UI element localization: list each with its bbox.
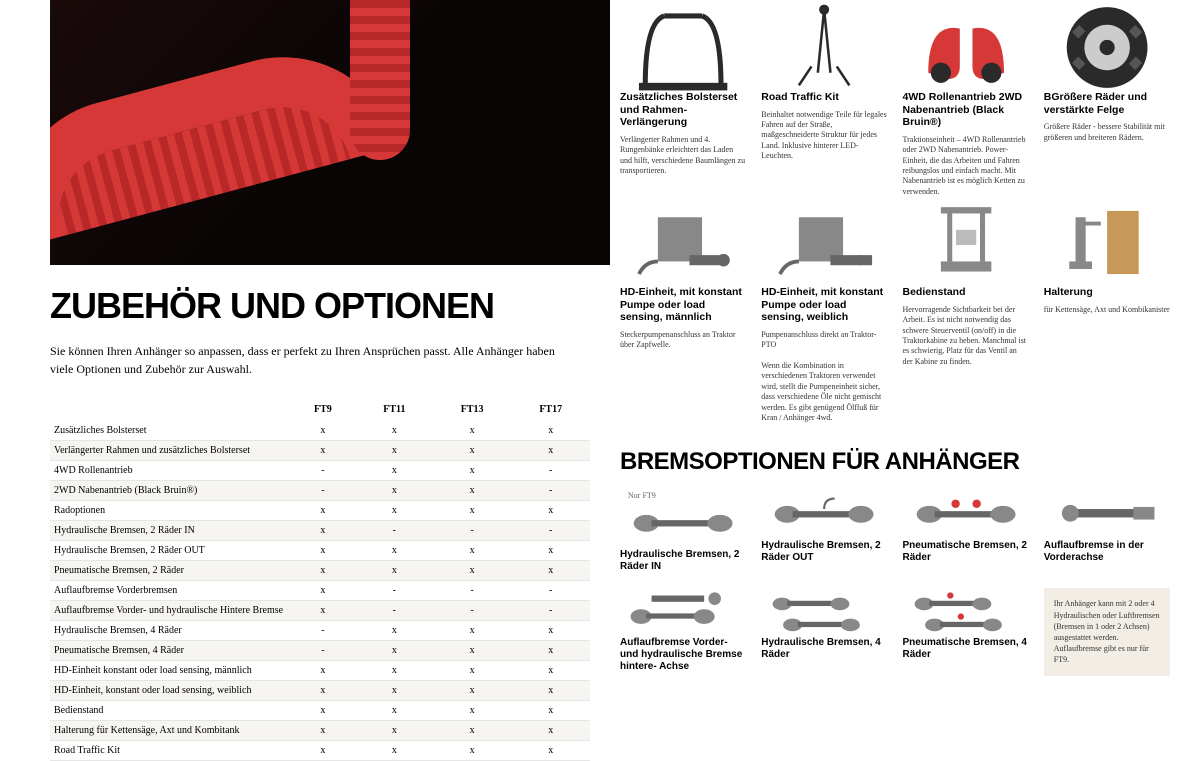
brake-card: Hydraulische Bremsen, 2 Räder OUT bbox=[761, 491, 887, 573]
brake-title: Pneumatische Bremsen, 4 Räder bbox=[903, 637, 1029, 661]
table-header: FT11 bbox=[356, 398, 433, 421]
traffic-icon bbox=[761, 10, 887, 85]
table-row: Hydraulische Bremsen, 4 Räder-xxx bbox=[50, 621, 590, 641]
accessories-grid: Zusätzliches Bolsterset und Rahmen-Verlä… bbox=[620, 10, 1170, 423]
card-desc: Traktionseinheit – 4WD Rollenantrieb ode… bbox=[903, 135, 1029, 197]
card-desc: Steckerpumpenanschluss an Traktor über Z… bbox=[620, 330, 746, 351]
table-row: Road Traffic Kitxxxx bbox=[50, 741, 590, 761]
accessory-card: HD-Einheit, mit konstant Pumpe oder load… bbox=[761, 205, 887, 423]
brake-title: Hydraulische Bremsen, 2 Räder IN bbox=[620, 549, 746, 573]
table-header: FT9 bbox=[290, 398, 356, 421]
card-desc: für Kettensäge, Axt und Kombikanister bbox=[1044, 305, 1170, 315]
brake-card: Hydraulische Bremsen, 4 Räder bbox=[761, 588, 887, 675]
table-row: HD-Einheit, konstant oder load sensing, … bbox=[50, 681, 590, 701]
card-desc: Größere Räder - bessere Stabilität mit g… bbox=[1044, 122, 1170, 143]
brake-title: Auflaufbremse Vorder- und hydraulische B… bbox=[620, 637, 746, 673]
accessory-card: Halterungfür Kettensäge, Axt und Kombika… bbox=[1044, 205, 1170, 423]
brake3-icon bbox=[903, 491, 1029, 536]
table-header: FT17 bbox=[511, 398, 590, 421]
brake-card: Auflaufbremse in der Vorderachse bbox=[1044, 491, 1170, 573]
card-desc: Verlängerter Rahmen und 4. Rungenbänke e… bbox=[620, 135, 746, 177]
card-title: HD-Einheit, mit konstant Pumpe oder load… bbox=[761, 286, 887, 324]
hd-f-icon bbox=[761, 205, 887, 280]
brakes-grid-2: Auflaufbremse Vorder- und hydraulische B… bbox=[620, 588, 1170, 675]
card-desc: Beinhaltet notwendige Teile für legales … bbox=[761, 110, 887, 162]
page-title: ZUBEHÖR UND OPTIONEN bbox=[50, 285, 600, 327]
brake6-icon bbox=[761, 588, 887, 633]
table-row: Auflaufbremse Vorder- und hydraulische H… bbox=[50, 601, 590, 621]
table-row: Pneumatische Bremsen, 4 Räder-xxx bbox=[50, 641, 590, 661]
card-title: HD-Einheit, mit konstant Pumpe oder load… bbox=[620, 286, 746, 324]
brake-card: Nur FT9Hydraulische Bremsen, 2 Räder IN bbox=[620, 491, 746, 573]
brake-title: Hydraulische Bremsen, 4 Räder bbox=[761, 637, 887, 661]
table-row: Halterung für Kettensäge, Axt und Kombit… bbox=[50, 721, 590, 741]
brakes-grid-1: Nur FT9Hydraulische Bremsen, 2 Räder INH… bbox=[620, 491, 1170, 573]
brake-title: Pneumatische Bremsen, 2 Räder bbox=[903, 540, 1029, 564]
holder-icon bbox=[1044, 205, 1170, 280]
brake-title: Hydraulische Bremsen, 2 Räder OUT bbox=[761, 540, 887, 564]
left-column: ZUBEHÖR UND OPTIONEN Sie können Ihren An… bbox=[0, 0, 600, 728]
table-row: Bedienstandxxxx bbox=[50, 701, 590, 721]
table-header: FT13 bbox=[433, 398, 512, 421]
table-row: Radoptionenxxxx bbox=[50, 501, 590, 521]
card-title: 4WD Rollenantrieb 2WD Nabenantrieb (Blac… bbox=[903, 91, 1029, 129]
table-row: Pneumatische Bremsen, 2 Räderxxxx bbox=[50, 561, 590, 581]
brake-title: Auflaufbremse in der Vorderachse bbox=[1044, 540, 1170, 564]
accessory-card: Road Traffic KitBeinhaltet notwendige Te… bbox=[761, 10, 887, 197]
brake7-icon bbox=[903, 588, 1029, 633]
4wd-icon bbox=[903, 10, 1029, 85]
intro-text: Sie können Ihren Anhänger so anpassen, d… bbox=[50, 342, 560, 378]
table-row: HD-Einheit konstant oder load sensing, m… bbox=[50, 661, 590, 681]
card-title: Zusätzliches Bolsterset und Rahmen-Verlä… bbox=[620, 91, 746, 129]
accessory-card: 4WD Rollenantrieb 2WD Nabenantrieb (Blac… bbox=[903, 10, 1029, 197]
options-table: FT9FT11FT13FT17 Zusätzliches Bolstersetx… bbox=[50, 398, 590, 761]
stand-icon bbox=[903, 205, 1029, 280]
brakes-heading: BREMSOPTIONEN FÜR ANHÄNGER bbox=[620, 448, 1170, 476]
brake-card: Auflaufbremse Vorder- und hydraulische B… bbox=[620, 588, 746, 675]
bolster-icon bbox=[620, 10, 746, 85]
accessory-card: HD-Einheit, mit konstant Pumpe oder load… bbox=[620, 205, 746, 423]
card-desc: Hervorragende Sichtbarkeit bei der Arbei… bbox=[903, 305, 1029, 367]
table-row: Hydraulische Bremsen, 2 Räder INx--- bbox=[50, 521, 590, 541]
table-row: Verlängerter Rahmen und zusätzliches Bol… bbox=[50, 441, 590, 461]
brake1-icon bbox=[620, 500, 746, 545]
brake-card: Pneumatische Bremsen, 2 Räder bbox=[903, 491, 1029, 573]
table-row: Zusätzliches Bolstersetxxxx bbox=[50, 421, 590, 441]
brake4-icon bbox=[1044, 491, 1170, 536]
table-row: 2WD Nabenantrieb (Black Bruin®)-xx- bbox=[50, 481, 590, 501]
table-row: 4WD Rollenantrieb-xx- bbox=[50, 461, 590, 481]
right-column: Zusätzliches Bolsterset und Rahmen-Verlä… bbox=[600, 0, 1200, 728]
brake5-icon bbox=[620, 588, 746, 633]
hero-image bbox=[50, 0, 610, 265]
accessory-card: BGrößere Räder und verstärkte FelgeGröße… bbox=[1044, 10, 1170, 197]
accessory-card: BedienstandHervorragende Sichtbarkeit be… bbox=[903, 205, 1029, 423]
brake-card: Pneumatische Bremsen, 4 Räder bbox=[903, 588, 1029, 675]
card-desc: Pumpenanschluss direkt an Traktor-PTOWen… bbox=[761, 330, 887, 424]
hd-m-icon bbox=[620, 205, 746, 280]
table-row: Auflaufbremse Vorderbremsenx--- bbox=[50, 581, 590, 601]
wheel-icon bbox=[1044, 10, 1170, 85]
brake2-icon bbox=[761, 491, 887, 536]
note-box: Ihr Anhänger kann mit 2 oder 4 Hydraulis… bbox=[1044, 588, 1170, 675]
accessory-card: Zusätzliches Bolsterset und Rahmen-Verlä… bbox=[620, 10, 746, 197]
table-row: Hydraulische Bremsen, 2 Räder OUTxxxx bbox=[50, 541, 590, 561]
table-header bbox=[50, 398, 290, 421]
